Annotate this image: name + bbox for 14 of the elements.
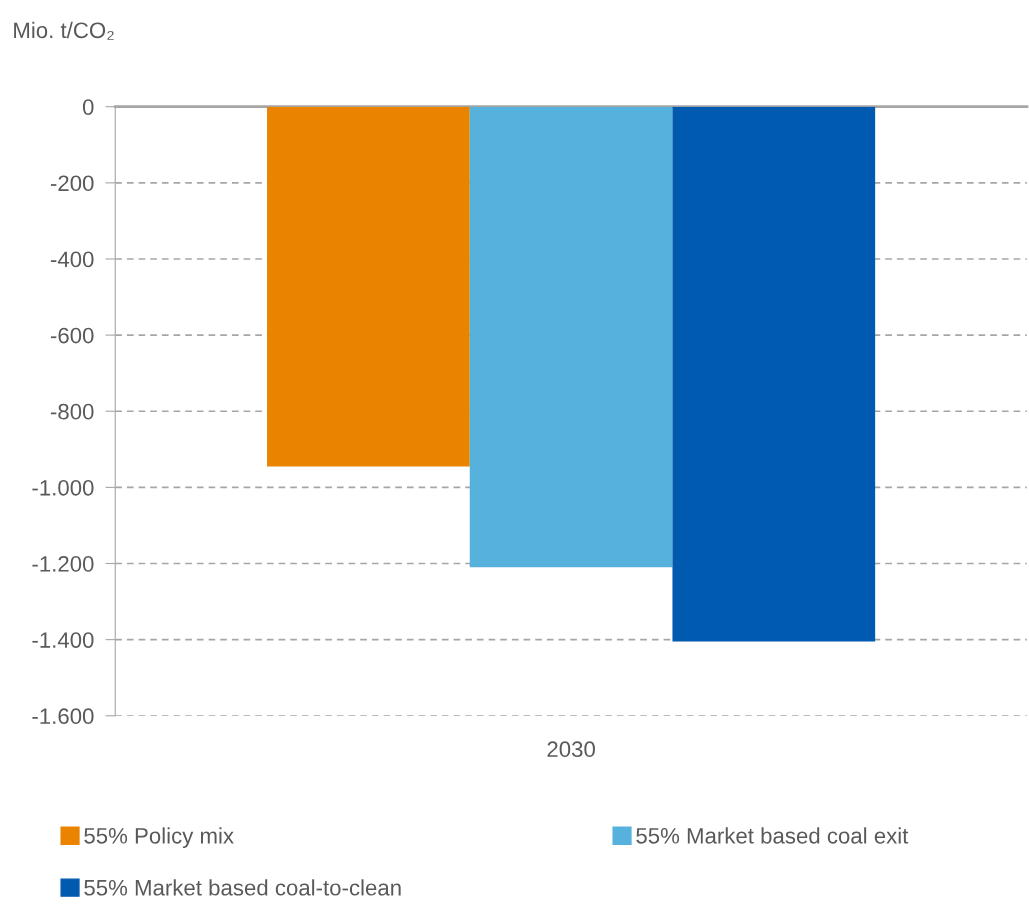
y-tick-label: -800 — [50, 403, 94, 420]
y-tick-label: -1.400 — [32, 632, 94, 648]
legend-label: 55% Market based coal exit — [636, 827, 909, 844]
y-tick-label: 0 — [82, 99, 94, 115]
y-tick-label: -1.600 — [32, 708, 94, 725]
y-tick-label: -600 — [50, 327, 94, 344]
x-tick-label: 2030 — [547, 741, 595, 758]
y-tick-label: -400 — [50, 251, 94, 268]
y-axis-title: Mio. t/CO₂ — [14, 21, 114, 40]
legend-label: 55% Policy mix — [84, 827, 234, 849]
legend-label: 55% Market based coal-to-clean — [84, 879, 401, 896]
y-tick-label: -200 — [50, 175, 94, 192]
y-tick-label: -1.000 — [32, 479, 94, 496]
y-tick-label: -1.200 — [32, 556, 94, 572]
